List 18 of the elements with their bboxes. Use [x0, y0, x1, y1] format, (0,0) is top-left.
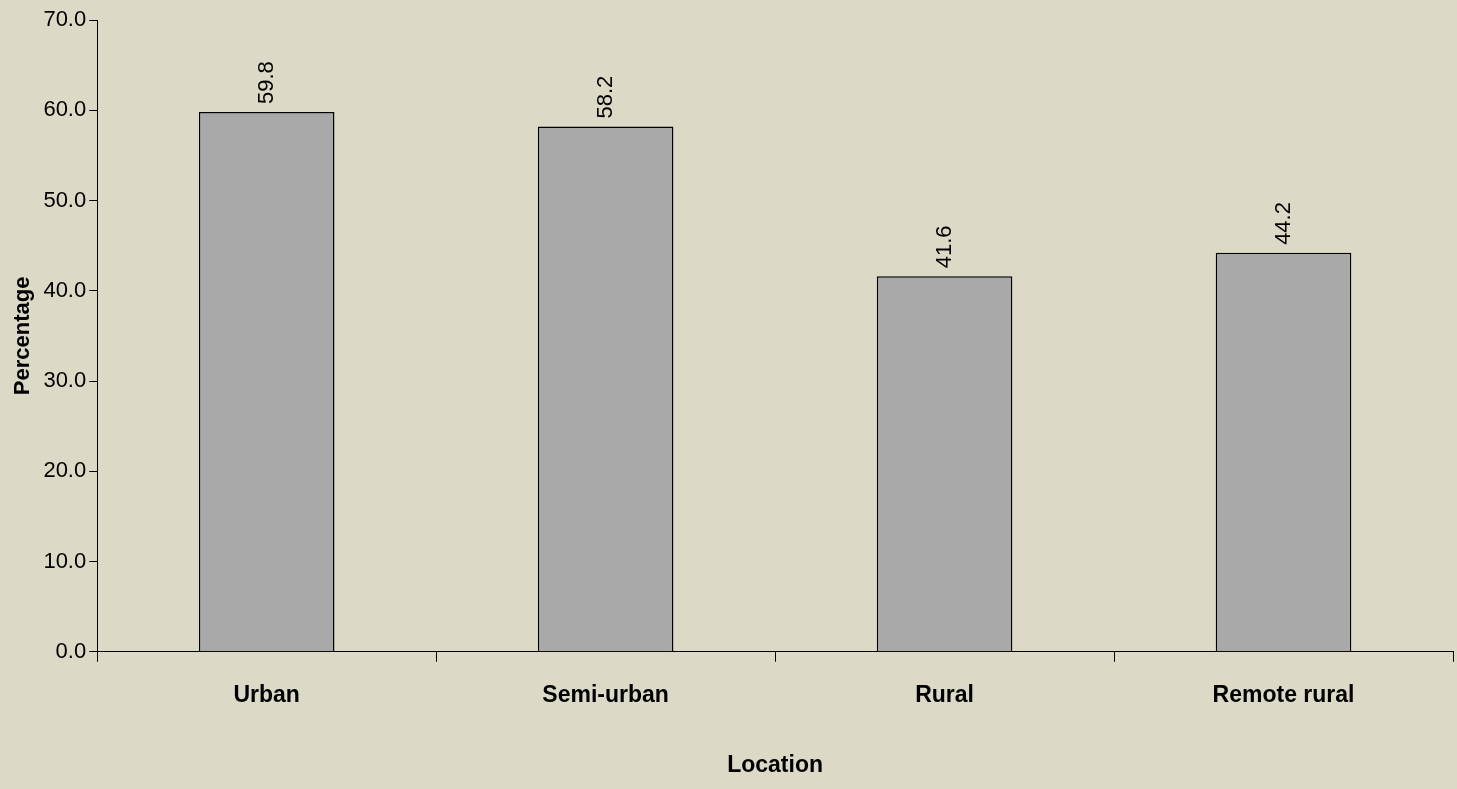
- x-tick-label: Semi-urban: [542, 680, 669, 707]
- y-tick-label: 10.0: [43, 547, 87, 573]
- data-label: 59.8: [252, 61, 278, 105]
- y-axis-title: Percentage: [9, 276, 35, 396]
- data-label: 41.6: [930, 225, 956, 269]
- y-tick-label: 70.0: [43, 6, 87, 32]
- x-tick-label: Urban: [233, 680, 300, 707]
- y-tick-label: 30.0: [43, 367, 87, 393]
- y-tick-label: 20.0: [43, 457, 87, 483]
- y-tick-label: 0.0: [55, 637, 87, 663]
- x-axis-title: Location: [727, 750, 824, 777]
- x-tick-label: Rural: [915, 680, 974, 707]
- data-label: 44.2: [1269, 202, 1295, 245]
- y-tick-label: 50.0: [43, 186, 87, 212]
- data-label: 58.2: [591, 75, 617, 119]
- x-tick-label: Remote rural: [1212, 680, 1355, 707]
- y-tick-label: 60.0: [43, 96, 87, 122]
- y-tick-label: 40.0: [43, 276, 87, 302]
